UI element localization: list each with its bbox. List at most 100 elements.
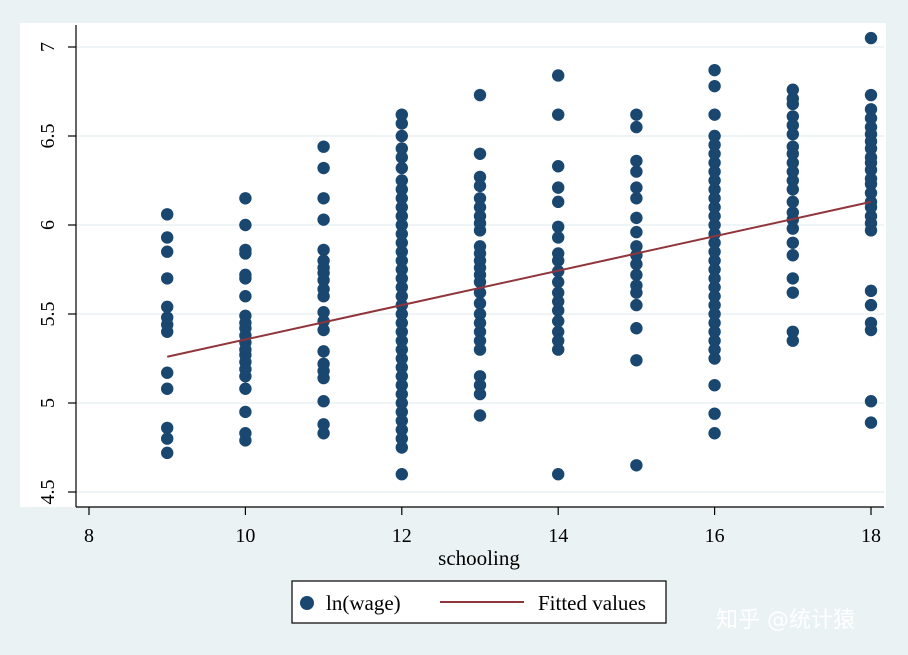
data-points xyxy=(161,31,878,481)
data-point xyxy=(630,192,643,205)
data-point xyxy=(786,156,799,169)
data-point xyxy=(708,298,721,312)
data-point xyxy=(317,314,330,328)
data-point xyxy=(786,183,799,196)
data-point xyxy=(864,209,878,223)
y-tick-label: 5.5 xyxy=(37,302,59,327)
data-point xyxy=(708,108,721,121)
data-point xyxy=(786,83,799,96)
data-point xyxy=(395,405,408,419)
data-point xyxy=(161,245,174,258)
data-point xyxy=(864,416,878,429)
data-point xyxy=(552,295,565,308)
data-point xyxy=(395,396,408,410)
fitted-line xyxy=(166,200,872,358)
data-point xyxy=(395,209,408,223)
data-point xyxy=(473,387,487,401)
data-point xyxy=(395,325,408,338)
data-point xyxy=(239,405,252,419)
data-point xyxy=(395,183,408,196)
data-point xyxy=(317,306,330,319)
data-point xyxy=(395,117,408,130)
x-tick-label: 8 xyxy=(84,525,94,547)
y-tick-label: 4.5 xyxy=(37,480,59,505)
data-point xyxy=(395,108,408,121)
data-point xyxy=(317,357,330,371)
data-point xyxy=(395,263,408,276)
data-point xyxy=(864,186,878,200)
data-point xyxy=(708,290,721,303)
data-point xyxy=(786,174,799,187)
data-point xyxy=(239,382,252,395)
data-point xyxy=(552,231,565,244)
watermark-text: 知乎 @统计猿 xyxy=(716,608,855,633)
data-point xyxy=(317,161,330,175)
axes xyxy=(68,25,884,515)
legend-label-lnwage: ln(wage) xyxy=(326,591,401,615)
data-point xyxy=(864,88,878,102)
data-point xyxy=(395,352,408,365)
data-point xyxy=(395,379,408,392)
data-point xyxy=(786,334,799,347)
data-point xyxy=(708,254,721,267)
data-point xyxy=(708,325,721,338)
data-point xyxy=(630,279,643,292)
data-point xyxy=(630,165,643,178)
data-point xyxy=(161,311,174,324)
data-point xyxy=(552,343,565,356)
data-point xyxy=(317,282,330,296)
data-point xyxy=(395,142,408,155)
data-point xyxy=(864,112,878,125)
data-point xyxy=(473,170,487,184)
data-point xyxy=(786,236,799,249)
data-point xyxy=(630,108,643,121)
data-point xyxy=(473,307,487,321)
y-tick-label: 6.5 xyxy=(37,124,59,149)
data-point xyxy=(239,309,252,322)
data-point xyxy=(708,307,721,321)
data-point xyxy=(864,31,878,45)
data-point xyxy=(708,147,721,160)
data-point xyxy=(708,236,721,249)
data-point xyxy=(395,218,408,232)
data-point xyxy=(395,316,408,330)
data-point xyxy=(630,240,643,253)
data-point xyxy=(161,446,174,460)
data-point xyxy=(708,245,721,258)
data-point xyxy=(317,140,330,153)
data-point xyxy=(864,172,878,185)
data-point xyxy=(630,459,643,472)
data-point xyxy=(708,427,721,440)
data-point xyxy=(395,432,408,445)
data-point xyxy=(395,281,408,294)
data-point xyxy=(864,298,878,312)
data-point xyxy=(317,323,330,337)
data-point xyxy=(239,268,252,282)
legend-label-fitted: Fitted values xyxy=(538,591,646,615)
data-point xyxy=(239,290,252,303)
data-point xyxy=(473,370,487,383)
data-point xyxy=(552,275,565,289)
data-point xyxy=(708,218,721,232)
data-point xyxy=(786,119,799,132)
y-tick-label: 5 xyxy=(37,398,59,408)
data-point xyxy=(395,151,408,164)
data-point xyxy=(161,421,174,435)
data-point xyxy=(395,245,408,258)
data-point xyxy=(630,154,643,168)
data-point xyxy=(552,160,565,173)
data-point xyxy=(708,343,721,356)
data-point xyxy=(473,179,487,193)
legend: ln(wage) Fitted values xyxy=(291,580,667,624)
data-point xyxy=(473,316,487,330)
data-point xyxy=(864,151,878,164)
data-point xyxy=(552,220,565,233)
data-point xyxy=(395,307,408,321)
data-point xyxy=(864,316,878,330)
data-point xyxy=(786,165,799,178)
data-point xyxy=(552,195,565,209)
data-point xyxy=(708,174,721,187)
x-axis-title: schooling xyxy=(438,546,520,570)
